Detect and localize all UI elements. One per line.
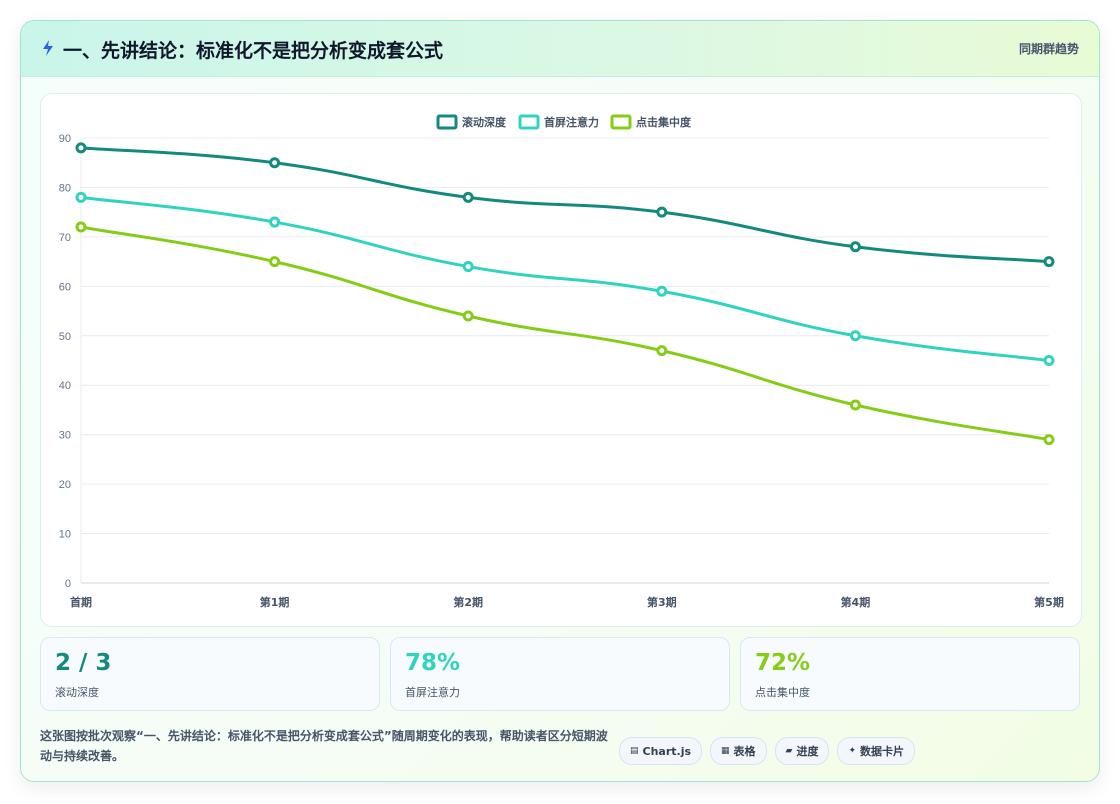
x-tick-label: 第1期	[260, 595, 290, 609]
progress-icon: ▰	[785, 746, 793, 756]
kpi-label: 滚动深度	[55, 686, 99, 699]
tech-chips: ▤ Chart.js ▦ 表格 ▰ 进度 ✦ 数据卡片	[619, 737, 916, 765]
x-tick-label: 第2期	[453, 595, 483, 609]
data-point	[462, 191, 474, 203]
kpi-value: 2 / 3	[55, 650, 112, 676]
chip-table[interactable]: ▦ 表格	[710, 737, 767, 765]
bolt-icon	[43, 40, 53, 56]
card-header: 一、先讲结论：标准化不是把分析变成套公式 同期群趋势	[21, 21, 1099, 77]
data-point	[656, 285, 668, 297]
legend-swatch	[610, 114, 632, 130]
y-tick-label: 70	[59, 232, 71, 244]
y-tick-label: 50	[59, 331, 71, 343]
chip-label: 表格	[733, 745, 756, 758]
kpi-label: 首屏注意力	[405, 686, 460, 699]
kpi-card-click-concentration: 72% 点击集中度	[740, 637, 1080, 711]
legend-swatch	[518, 114, 540, 130]
kpi-value: 78%	[405, 650, 461, 676]
kpi-value: 72%	[755, 650, 811, 676]
x-tick-label: 第4期	[841, 595, 871, 609]
chip-chartjs[interactable]: ▤ Chart.js	[619, 737, 703, 765]
chip-progress[interactable]: ▰ 进度	[774, 737, 830, 765]
legend-label: 滚动深度	[462, 115, 507, 129]
kpi-label: 点击集中度	[755, 686, 810, 699]
data-point	[269, 157, 281, 169]
chart-icon: ▤	[630, 746, 639, 756]
data-point	[75, 142, 87, 154]
data-point	[269, 216, 281, 228]
data-point	[1043, 355, 1055, 366]
legend-label: 首屏注意力	[544, 115, 599, 129]
legend-label: 点击集中度	[636, 115, 692, 129]
data-point	[462, 310, 474, 322]
chip-label: Chart.js	[642, 744, 692, 758]
y-tick-label: 90	[59, 133, 71, 145]
line-chart: 0 10 20 30 40 50 60 70 80 90 首期 第1期 第2期 第3期 第4期 第5期 滚动深度…	[59, 114, 1064, 609]
y-tick-label: 0	[65, 578, 71, 590]
data-point	[656, 345, 668, 357]
y-tick-label: 40	[59, 380, 71, 392]
chart-description: 这张图按批次观察“一、先讲结论：标准化不是把分析变成套公式”随周期变化的表现，帮…	[40, 729, 608, 763]
data-point	[1043, 256, 1055, 268]
table-icon: ▦	[721, 746, 730, 756]
data-point	[656, 206, 668, 218]
series-line-2	[79, 225, 1051, 442]
data-point	[849, 241, 861, 253]
y-tick-label: 30	[59, 430, 71, 442]
x-tick-label: 第5期	[1034, 595, 1064, 609]
sparkle-icon: ✦	[848, 746, 857, 756]
series-line-0	[79, 146, 1051, 264]
data-point	[1043, 434, 1055, 446]
x-tick-label: 第3期	[647, 595, 677, 609]
data-point	[849, 330, 861, 342]
kpi-card-scroll-depth: 2 / 3 滚动深度	[40, 637, 380, 711]
chip-data-cards[interactable]: ✦ 数据卡片	[837, 737, 916, 765]
data-point	[75, 221, 87, 233]
header-tag: 同期群趋势	[1018, 42, 1079, 56]
y-tick-label: 80	[59, 182, 71, 194]
trend-card: 一、先讲结论：标准化不是把分析变成套公式 同期群趋势 0 10 20 30 40 50 60…	[20, 20, 1100, 782]
line-chart-panel: 0 10 20 30 40 50 60 70 80 90 首期 第1期 第2期 第3期 第4期 第5期 滚动深度…	[40, 93, 1082, 627]
y-tick-label: 10	[59, 529, 71, 541]
chip-label: 数据卡片	[860, 745, 905, 758]
series-line-1	[79, 195, 1051, 362]
data-point	[75, 191, 87, 203]
data-point	[462, 261, 474, 273]
y-tick-label: 20	[59, 479, 71, 491]
kpi-card-first-screen-attention: 78% 首屏注意力	[390, 637, 730, 711]
y-tick-label: 60	[59, 281, 71, 293]
legend-swatch	[436, 114, 458, 130]
data-point	[849, 399, 861, 411]
page-title: 一、先讲结论：标准化不是把分析变成套公式	[63, 40, 444, 62]
x-tick-label: 首期	[70, 595, 92, 609]
chip-label: 进度	[796, 745, 819, 758]
data-point	[269, 256, 281, 268]
